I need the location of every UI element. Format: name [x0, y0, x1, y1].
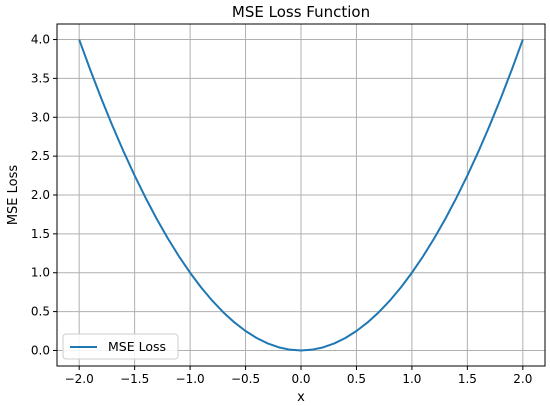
x-tick-label: −1.5: [120, 372, 149, 386]
legend-box: [62, 333, 179, 360]
x-tick-label: 1.5: [458, 372, 477, 386]
x-tick-label: 1.0: [402, 372, 421, 386]
series-line-mse-loss: [78, 39, 524, 352]
y-tick-label: 4.0: [31, 33, 50, 47]
y-tick-label: 0.0: [31, 343, 50, 357]
legend-label-mse-loss: MSE Loss: [108, 339, 166, 354]
y-tick-label: 3.0: [31, 110, 50, 124]
x-tick-label: −2.0: [65, 372, 94, 386]
y-tick-label: 1.0: [31, 266, 50, 280]
x-tick-label: −1.0: [176, 372, 205, 386]
x-tick-label: 0.5: [347, 372, 366, 386]
legend: MSE Loss: [62, 333, 179, 360]
grid: [57, 24, 545, 366]
y-tick-label: 2.5: [31, 149, 50, 163]
x-tick-label: 2.0: [513, 372, 532, 386]
y-tick-label: 2.0: [31, 188, 50, 202]
y-tick-label: 1.5: [31, 227, 50, 241]
y-axis-label: MSE Loss: [6, 165, 21, 226]
x-tick-label: 0.0: [291, 372, 310, 386]
y-axis-ticks: 0.0 0.5 1.0 1.5 2.0 2.5 3.0 3.5 4.0: [31, 33, 57, 357]
series-layer: [78, 39, 524, 352]
x-axis-label: x: [297, 390, 305, 405]
x-axis-ticks: −2.0 −1.5 −1.0 −0.5 0.0 0.5 1.0 1.5 2.0: [65, 366, 532, 386]
y-tick-label: 3.5: [31, 71, 50, 85]
y-tick-label: 0.5: [31, 305, 50, 319]
chart-title: MSE Loss Function: [232, 3, 370, 21]
x-tick-label: −0.5: [231, 372, 260, 386]
